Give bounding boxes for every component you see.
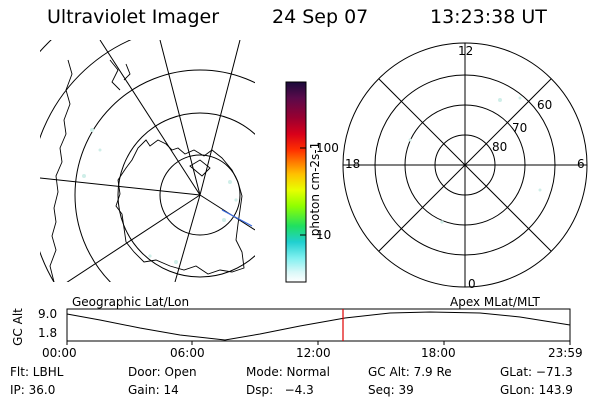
gc-alt-status: GC Alt: 7.9 Re — [368, 365, 452, 379]
mlat-label-70: 70 — [512, 121, 528, 135]
glat-status: GLat: −71.3 — [500, 365, 573, 379]
gain-status: Gain: 14 — [128, 383, 179, 397]
coastline-west — [49, 59, 73, 282]
apex-polar-plot — [342, 42, 588, 288]
colorbar — [285, 81, 307, 283]
seq-status: Seq: 39 — [368, 383, 414, 397]
dsp-status: Dsp: −4.3 — [246, 383, 314, 397]
altitude-xtick-0600: 06:00 — [170, 346, 205, 360]
app-title: Ultraviolet Imager — [47, 6, 220, 28]
mlat-label-80: 80 — [492, 140, 508, 154]
ip-status: IP: 36.0 — [10, 383, 56, 397]
altitude-xtick-1800: 18:00 — [421, 346, 456, 360]
emission-spots — [82, 128, 238, 264]
altitude-ylabel: GC Alt — [11, 308, 25, 346]
mlt-label-6: 6 — [577, 157, 585, 171]
colorbar-unit-label: photon cm-2s-1 — [308, 141, 322, 237]
altitude-plot-frame — [66, 308, 571, 342]
date-label: 24 Sep 07 — [272, 6, 369, 28]
time-label: 13:23:38 UT — [430, 6, 547, 28]
geographic-map — [40, 40, 255, 282]
mlt-label-12: 12 — [458, 44, 474, 58]
glon-status: GLon: 143.9 — [500, 383, 573, 397]
altitude-xtick-0000: 00:00 — [42, 346, 77, 360]
mlt-label-18: 18 — [345, 157, 361, 171]
coastline-antarctica — [115, 139, 245, 275]
altitude-xtick-1200: 12:00 — [296, 346, 331, 360]
colorbar-tick-100: 100 — [316, 141, 339, 155]
geographic-panel-label: Geographic Lat/Lon — [72, 295, 190, 309]
altitude-ytick-1.8: 1.8 — [38, 326, 58, 340]
mlt-label-0: 0 — [468, 277, 476, 291]
mode-status: Mode: Normal — [246, 365, 330, 379]
altitude-curve — [66, 311, 571, 341]
apex-panel-label: Apex MLat/MLT — [450, 295, 540, 309]
altitude-xtick-2359: 23:59 — [548, 346, 583, 360]
altitude-ytick-9: 9.0 — [38, 307, 58, 321]
apex-emission-spots — [408, 96, 542, 224]
mlat-label-60: 60 — [537, 98, 553, 112]
filter-status: Flt: LBHL — [10, 365, 64, 379]
door-status: Door: Open — [128, 365, 197, 379]
colorbar-tick-10: 10 — [316, 228, 332, 242]
orbit-track-line — [221, 209, 253, 227]
